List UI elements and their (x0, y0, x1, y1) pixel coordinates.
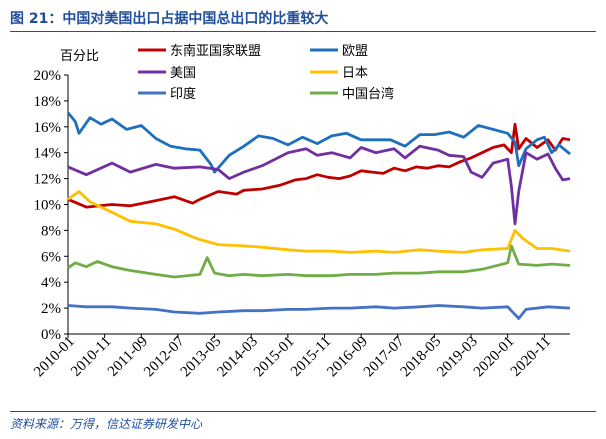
y-unit-label: 百分比 (60, 49, 99, 64)
y-tick-label: 12% (34, 172, 62, 188)
y-tick-label: 20% (34, 68, 62, 84)
y-tick-label: 10% (34, 198, 62, 214)
y-tick-label: 6% (41, 249, 61, 265)
legend-label-5: 印度 (170, 86, 196, 102)
x-tick-label: 2015-01 (251, 334, 298, 381)
footer-rule (10, 411, 596, 412)
y-tick-label: 16% (34, 120, 62, 136)
y-tick-label: 14% (34, 146, 62, 162)
source-note: 资料来源：万得，信达证券研发中心 (10, 417, 203, 431)
x-tick-label: 2020-11 (508, 334, 554, 380)
legend-label-1: 东南亚国家联盟 (170, 43, 261, 59)
legend-label-6: 中国台湾 (342, 86, 394, 102)
series-line-5 (67, 304, 571, 320)
series-line-1 (67, 122, 571, 209)
title-rule (10, 31, 596, 32)
x-tick-label: 2020-01 (471, 334, 518, 381)
series-line-3 (67, 144, 571, 226)
series-line-6 (67, 244, 571, 279)
series-line-2 (66, 111, 571, 174)
y-tick-label: 2% (41, 301, 61, 317)
legend-label-2: 欧盟 (342, 44, 368, 59)
x-tick-label: 2010-11 (68, 334, 114, 380)
y-tick-label: 8% (41, 223, 61, 239)
figure-title: 图 21：中国对美国出口占据中国总出口的比重较大 (10, 11, 329, 27)
legend-label-4: 日本 (342, 66, 368, 81)
series-line-4 (67, 190, 571, 254)
legend-label-3: 美国 (170, 66, 196, 81)
y-tick-label: 18% (34, 94, 62, 110)
y-tick-label: 4% (41, 275, 61, 291)
y-tick-label: 0% (41, 327, 61, 343)
